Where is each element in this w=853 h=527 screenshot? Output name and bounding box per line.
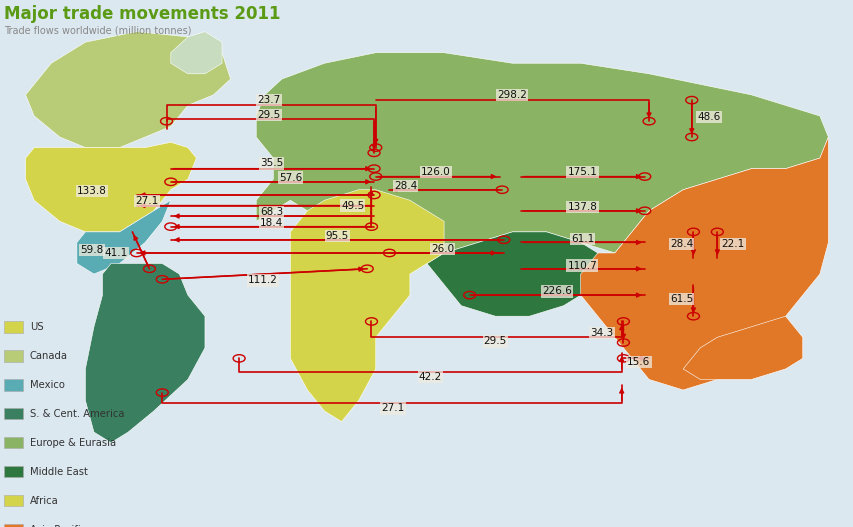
- Text: 26.0: 26.0: [430, 245, 454, 254]
- FancyBboxPatch shape: [4, 466, 23, 477]
- Text: 61.1: 61.1: [570, 234, 594, 243]
- Polygon shape: [682, 316, 802, 379]
- Polygon shape: [85, 264, 205, 443]
- Text: Africa: Africa: [30, 496, 59, 505]
- Text: 42.2: 42.2: [418, 372, 442, 382]
- FancyBboxPatch shape: [4, 495, 23, 506]
- Polygon shape: [26, 142, 196, 232]
- Text: 22.1: 22.1: [720, 239, 744, 249]
- Text: 59.8: 59.8: [80, 245, 104, 255]
- Polygon shape: [77, 200, 171, 274]
- Text: Canada: Canada: [30, 351, 67, 360]
- Polygon shape: [26, 32, 230, 148]
- Text: US: US: [30, 322, 44, 331]
- Polygon shape: [256, 53, 827, 253]
- Text: 23.7: 23.7: [257, 95, 281, 105]
- Text: 18.4: 18.4: [259, 218, 283, 228]
- Text: 133.8: 133.8: [78, 186, 107, 196]
- Text: 226.6: 226.6: [542, 287, 571, 296]
- Text: 95.5: 95.5: [325, 231, 349, 241]
- FancyBboxPatch shape: [4, 379, 23, 391]
- Text: 35.5: 35.5: [259, 159, 283, 168]
- Text: Asia Pacific: Asia Pacific: [30, 525, 86, 527]
- Text: 28.4: 28.4: [393, 181, 417, 191]
- Text: 29.5: 29.5: [257, 110, 281, 120]
- Text: 28.4: 28.4: [669, 239, 693, 249]
- Text: 110.7: 110.7: [567, 261, 596, 270]
- Text: Middle East: Middle East: [30, 467, 88, 476]
- FancyBboxPatch shape: [4, 321, 23, 333]
- Text: 61.5: 61.5: [669, 295, 693, 304]
- Text: 27.1: 27.1: [380, 404, 404, 413]
- Text: 298.2: 298.2: [497, 90, 526, 100]
- FancyBboxPatch shape: [4, 408, 23, 419]
- FancyBboxPatch shape: [4, 524, 23, 527]
- Text: Mexico: Mexico: [30, 380, 65, 389]
- Text: 29.5: 29.5: [483, 337, 507, 346]
- Text: 111.2: 111.2: [248, 276, 277, 285]
- Text: 49.5: 49.5: [340, 201, 364, 210]
- Text: 137.8: 137.8: [567, 202, 596, 212]
- Text: 57.6: 57.6: [278, 173, 302, 182]
- Text: Europe & Eurasia: Europe & Eurasia: [30, 438, 116, 447]
- Text: 126.0: 126.0: [421, 168, 450, 177]
- Text: 27.1: 27.1: [135, 197, 159, 206]
- Text: 15.6: 15.6: [626, 357, 650, 367]
- Text: 34.3: 34.3: [589, 328, 613, 338]
- Text: S. & Cent. America: S. & Cent. America: [30, 409, 125, 418]
- Polygon shape: [290, 190, 444, 422]
- Polygon shape: [580, 137, 827, 390]
- Polygon shape: [171, 32, 222, 74]
- Text: Major trade movements 2011: Major trade movements 2011: [4, 5, 281, 23]
- FancyBboxPatch shape: [4, 437, 23, 448]
- Text: 41.1: 41.1: [104, 248, 128, 258]
- FancyBboxPatch shape: [4, 350, 23, 362]
- Text: 48.6: 48.6: [696, 112, 720, 122]
- Text: 175.1: 175.1: [567, 168, 596, 177]
- Text: 68.3: 68.3: [259, 207, 283, 217]
- Polygon shape: [426, 232, 597, 316]
- Text: Trade flows worldwide (million tonnes): Trade flows worldwide (million tonnes): [4, 25, 192, 35]
